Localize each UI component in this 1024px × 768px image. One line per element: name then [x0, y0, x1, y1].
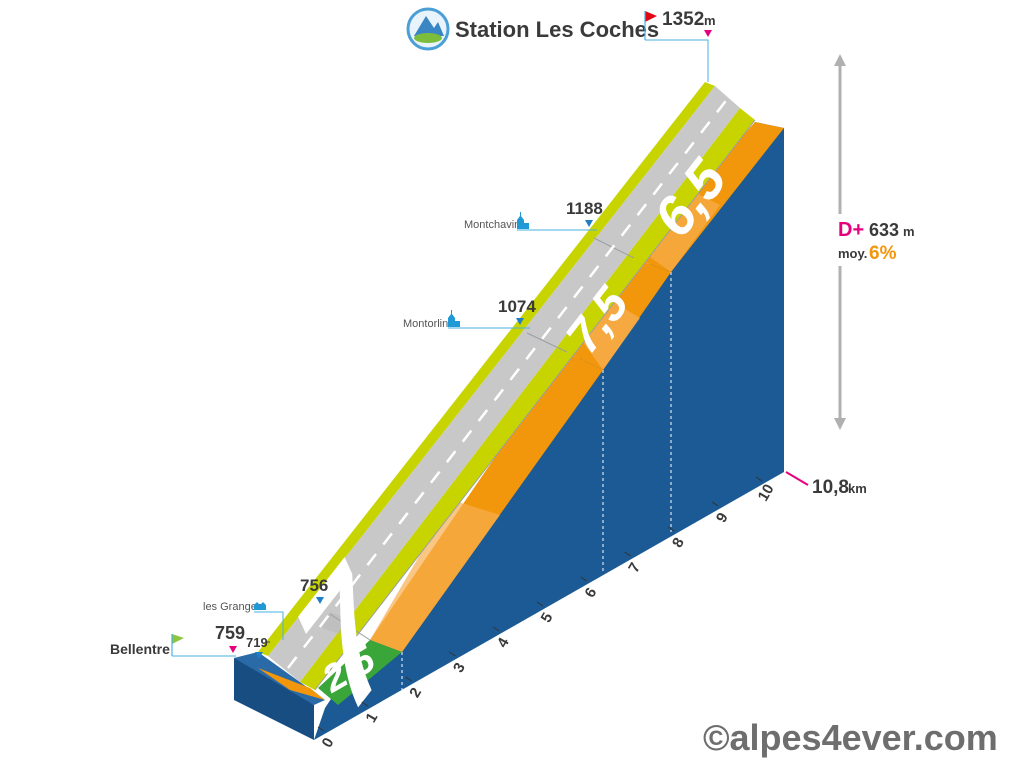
church-icon	[448, 310, 460, 327]
km-tick-mark	[317, 726, 325, 732]
waypoint-montorlin-name: Montorlin	[403, 318, 448, 330]
gain-unit: m	[903, 224, 915, 239]
km-tick-label: 2	[406, 685, 425, 701]
km-tick-label: 10	[755, 481, 778, 504]
km-tick-label: 4	[494, 634, 513, 650]
summit-elevation: 1352	[662, 9, 704, 30]
start-marker-icon	[229, 646, 237, 653]
km-tick-mark	[405, 676, 412, 682]
summit-flag-icon	[645, 11, 657, 22]
stats-backdrop	[832, 214, 922, 266]
km-tick-label: 7	[625, 560, 644, 576]
waypoint-montorlin-elevation: 1074	[498, 297, 536, 316]
summit-leader-line	[645, 39, 709, 82]
summit-logo-grass	[414, 33, 442, 43]
km-tick-label: 8	[669, 535, 688, 551]
road-divider-2	[329, 613, 371, 641]
church-icon	[517, 212, 529, 229]
segment-face-7-5-light	[580, 300, 640, 370]
road-shade	[322, 612, 350, 634]
km-tick-mark	[624, 551, 631, 557]
start-flag-icon	[172, 634, 184, 644]
km-tick-label: 3	[450, 660, 469, 676]
waypoint-719-elevation: 719	[246, 635, 268, 650]
km-tick-label: 9	[713, 510, 732, 526]
distance-total: 10,8	[812, 477, 849, 498]
km-tick-mark	[492, 626, 500, 632]
km-tick-mark	[536, 601, 544, 607]
summit-elevation-unit: m	[704, 13, 716, 28]
start-name: Bellentre	[110, 641, 170, 657]
avg-label: moy.	[838, 246, 867, 261]
segment-face-start-orange	[258, 668, 325, 700]
gain-value: 633	[869, 220, 899, 240]
verge-outer	[258, 82, 715, 656]
gain-arrow-up-icon	[834, 54, 846, 66]
verge-inner	[300, 108, 755, 690]
waypoint-montchavin-name: Montchavin	[464, 219, 520, 231]
summit-logo-mountain	[414, 16, 444, 36]
km-tick-mark	[361, 701, 369, 707]
start-elevation: 759	[215, 623, 245, 643]
gain-arrow-down-icon	[834, 418, 846, 430]
road-edge	[314, 119, 756, 691]
distance-unit: km	[848, 481, 867, 496]
summit-marker-icon	[704, 30, 712, 37]
km-tick-mark	[755, 476, 763, 482]
km-tick-mark	[711, 501, 719, 507]
distance-pointer	[785, 471, 809, 486]
waypoint-les-granges-leader	[254, 611, 284, 640]
road-divider-8	[593, 237, 635, 259]
summit-name: Station Les Coches	[455, 17, 659, 42]
waypoint-montchavin-elevation: 1188	[566, 199, 603, 218]
km-tick-mark	[449, 651, 456, 657]
waypoint-719-marker-icon	[255, 652, 263, 659]
km-tick-label: 6	[581, 585, 600, 601]
watermark: ©alpes4ever.com	[703, 717, 998, 758]
km-tick-label: 0	[319, 735, 338, 751]
segment-face-7-light	[370, 500, 500, 652]
waypoint-les-granges-name: les Granges	[203, 601, 263, 613]
houses-icon	[254, 602, 266, 610]
km-tick-label: 5	[538, 610, 557, 626]
segment-face-6-5-light	[640, 190, 720, 272]
waypoint-756-marker-icon	[316, 597, 324, 604]
waypoint-montchavin-marker-icon	[585, 220, 593, 227]
road-centerline	[287, 97, 729, 669]
gain-label: D+	[838, 219, 864, 241]
segment-face-2-5	[318, 640, 402, 705]
waypoint-montorlin-marker-icon	[516, 318, 524, 325]
km-tick-mark	[668, 526, 675, 532]
waypoint-756-elevation: 756	[300, 576, 328, 595]
road-divider-6	[526, 332, 568, 353]
profile-start-block	[234, 658, 314, 740]
km-tick-mark	[580, 576, 588, 582]
avg-value: 6%	[869, 243, 897, 264]
